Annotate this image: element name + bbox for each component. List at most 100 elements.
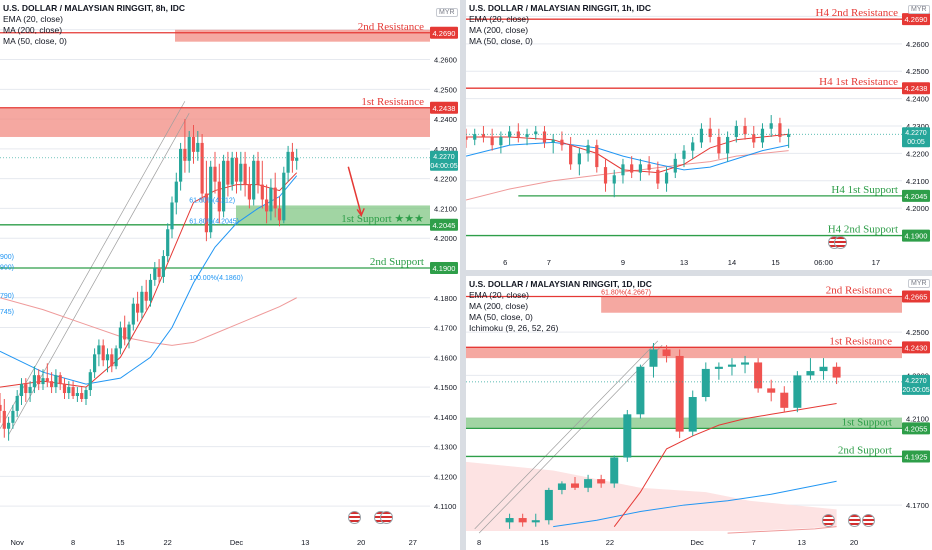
resistance-zone	[466, 347, 902, 359]
currency-badge-1d[interactable]: MYR	[908, 279, 930, 288]
bear-candle	[50, 381, 54, 388]
indicator-ma50-1h: MA (50, close, 0)	[469, 36, 533, 46]
level-price-badge	[902, 290, 930, 303]
bull-candle	[741, 362, 750, 365]
indicator-ma50-1d: MA (50, close, 0)	[469, 312, 533, 322]
us-flag-icon[interactable]	[834, 236, 847, 249]
chart-canvas-8h[interactable]: 4.27004.26004.25004.24004.23004.22004.21…	[0, 0, 460, 550]
us-flag-icon[interactable]	[848, 514, 861, 527]
bull-candle	[557, 483, 566, 490]
indicator-ichimoku-1d: Ichimoku (9, 26, 52, 26)	[469, 323, 559, 333]
bull-candle	[636, 366, 645, 415]
chart-canvas-1d[interactable]: 4.25004.23004.21004.170081522Dec713202nd…	[466, 276, 932, 550]
bull-candle	[612, 175, 616, 184]
resistance-label: 2nd Resistance	[826, 285, 892, 297]
bear-candle	[662, 349, 671, 356]
chart-panel-8h[interactable]: 4.27004.26004.25004.24004.23004.22004.21…	[0, 0, 460, 550]
bear-candle	[217, 181, 221, 212]
level-price-badge	[902, 229, 930, 242]
bear-candle	[71, 387, 75, 397]
bear-candle	[516, 131, 520, 137]
y-tick-label: 4.1700	[434, 324, 457, 333]
chart-canvas-1h[interactable]: 4.27004.26004.25004.24004.23004.22004.21…	[466, 0, 932, 270]
y-tick-label: 4.2600	[434, 56, 457, 65]
bull-candle	[252, 160, 256, 200]
edge-label: 900)	[0, 264, 14, 271]
bull-candle	[97, 345, 101, 355]
us-flag-icon[interactable]	[380, 511, 393, 524]
bear-candle	[144, 291, 148, 301]
bull-candle	[664, 172, 669, 184]
bull-candle	[170, 202, 174, 230]
resistance-zone	[0, 107, 430, 137]
resistance-label: 2nd Resistance	[358, 21, 424, 33]
bear-candle	[754, 362, 763, 389]
x-tick-label: 13	[798, 538, 806, 547]
x-tick-label: 17	[872, 258, 880, 267]
bull-candle	[19, 384, 24, 397]
indicator-ma200-1h: MA (200, close)	[469, 25, 529, 35]
bull-candle	[682, 150, 686, 159]
y-tick-label: 4.2500	[434, 85, 457, 94]
bear-candle	[136, 303, 140, 313]
forecast-arrow	[347, 166, 362, 215]
x-tick-label: 27	[409, 538, 417, 547]
chart-panel-1h[interactable]: 4.27004.26004.25004.24004.23004.22004.21…	[466, 0, 932, 270]
bull-candle	[688, 397, 697, 432]
bull-candle	[699, 128, 704, 143]
level-price-badge	[430, 26, 458, 39]
level-price-badge	[902, 13, 930, 26]
bear-candle	[213, 166, 217, 182]
bear-candle	[277, 208, 282, 221]
indicator-ma50-8h: MA (50, close, 0)	[3, 36, 67, 46]
level-price-badge-text: 4.2045	[905, 192, 928, 201]
bear-candle	[778, 123, 782, 137]
bear-candle	[37, 375, 41, 385]
bull-candle	[473, 134, 477, 140]
y-tick-label: 4.2200	[906, 149, 929, 158]
y-tick-label: 4.1700	[906, 501, 929, 510]
level-price-badge-text: 4.2438	[433, 104, 456, 113]
currency-badge-1h[interactable]: MYR	[908, 5, 930, 14]
level-price-badge-text: 4.2045	[433, 221, 456, 230]
bull-candle	[769, 123, 773, 129]
bear-candle	[656, 169, 660, 184]
resistance-label: 1st Resistance	[361, 96, 424, 108]
current-price-text: 4.2270	[905, 130, 927, 137]
bull-candle	[295, 157, 299, 161]
bear-candle	[24, 384, 28, 394]
y-tick-label: 4.2100	[906, 415, 929, 424]
y-tick-label: 4.1800	[434, 294, 457, 303]
edge-label: 745)	[0, 309, 14, 316]
us-flag-icon[interactable]	[822, 514, 835, 527]
bull-candle	[187, 136, 191, 161]
us-flag-icon[interactable]	[348, 511, 361, 524]
bull-candle	[691, 142, 695, 151]
bull-candle	[649, 349, 658, 367]
x-tick-label: 15	[116, 538, 124, 547]
level-price-badge-text: 4.1900	[433, 264, 456, 273]
bear-candle	[62, 384, 67, 394]
bear-candle	[647, 164, 651, 170]
bull-candle	[118, 327, 122, 349]
bear-candle	[256, 160, 260, 185]
us-flag-icon[interactable]	[862, 514, 875, 527]
panel-divider-horizontal[interactable]	[466, 270, 932, 276]
support-label: H4 1st Support	[831, 184, 898, 196]
panel-divider-vertical[interactable]	[460, 0, 466, 550]
bull-candle	[166, 229, 170, 257]
bear-candle	[542, 131, 547, 143]
bull-candle	[222, 160, 226, 212]
currency-badge-8h[interactable]: MYR	[436, 8, 458, 17]
level-price-badge-text: 4.2690	[905, 15, 928, 24]
trend-line	[478, 344, 663, 534]
bear-candle	[595, 145, 599, 168]
trend-line	[474, 340, 659, 530]
ma50-line	[553, 480, 837, 528]
bull-candle	[505, 518, 514, 523]
chart-panel-1d[interactable]: 4.25004.23004.21004.170081522Dec713202nd…	[466, 276, 932, 550]
ema20-line	[613, 403, 837, 527]
bear-candle	[234, 157, 239, 182]
y-tick-label: 4.2500	[906, 328, 929, 337]
current-price-text: 00:05	[907, 139, 925, 146]
